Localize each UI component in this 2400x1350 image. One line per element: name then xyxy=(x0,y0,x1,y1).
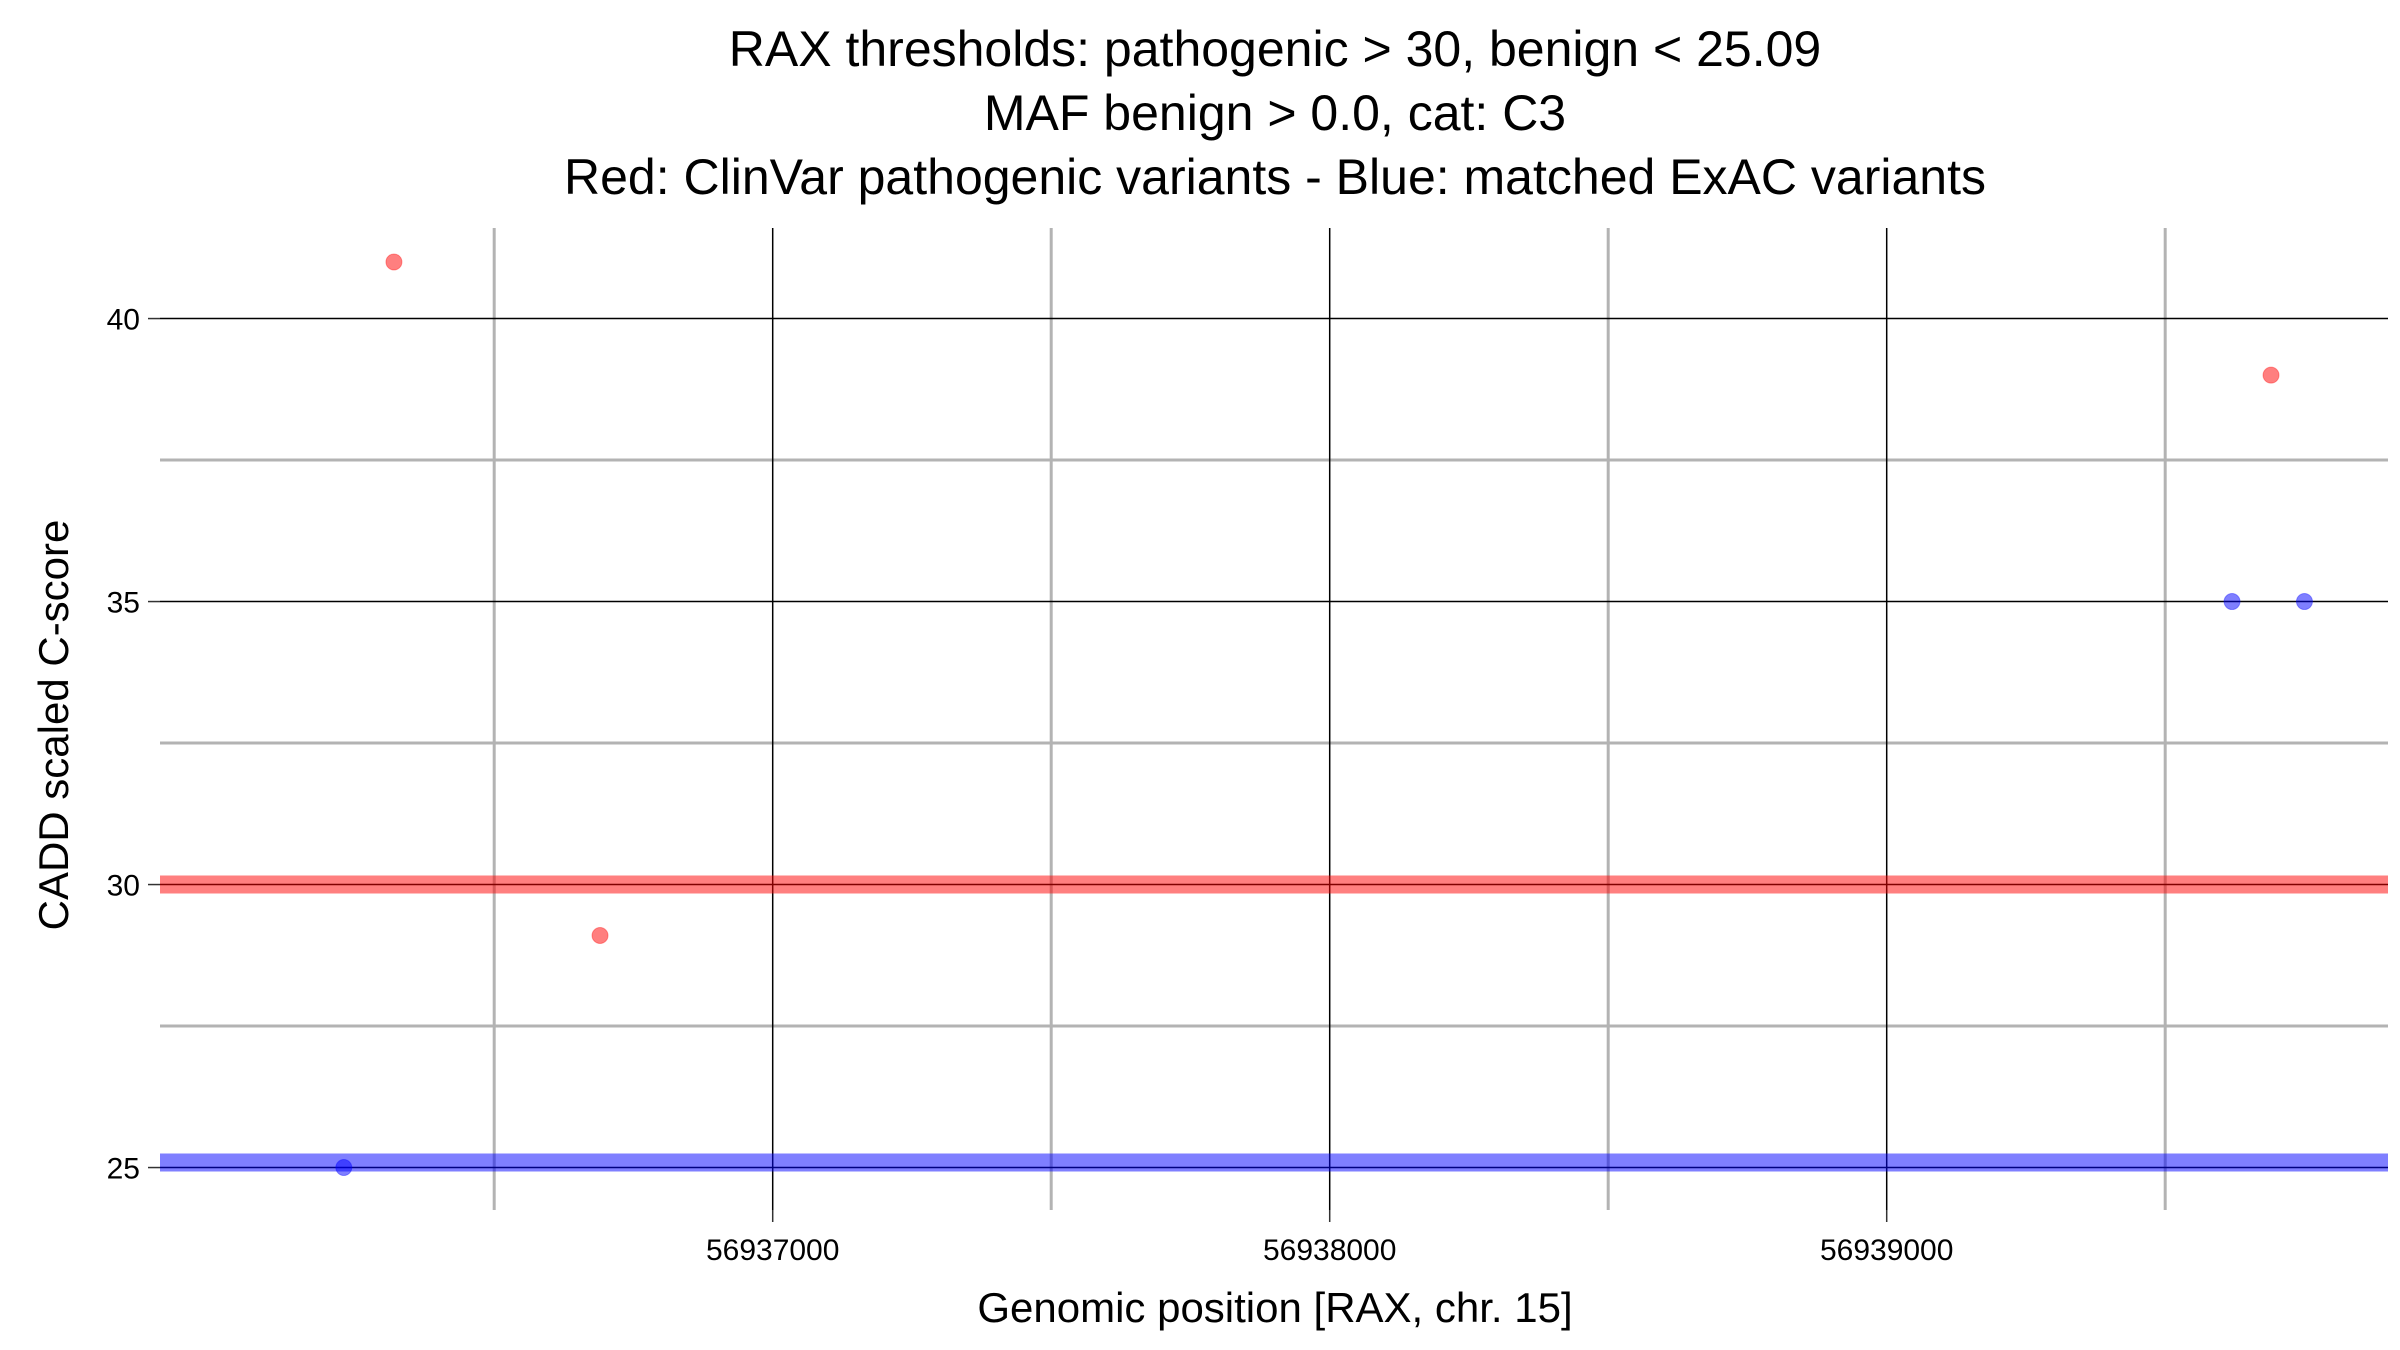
data-point xyxy=(335,1159,353,1177)
y-tick-label: 40 xyxy=(107,304,140,337)
x-tick-label: 56937000 xyxy=(706,1234,839,1267)
y-axis-title: CADD scaled C-score xyxy=(30,520,77,931)
minor-grid xyxy=(160,228,2388,1210)
y-tick-label: 30 xyxy=(107,870,140,903)
data-point xyxy=(2295,593,2313,611)
data-points xyxy=(335,253,2313,1177)
data-point xyxy=(2223,593,2241,611)
chart-title-line-1: RAX thresholds: pathogenic > 30, benign … xyxy=(729,21,1821,77)
threshold-lines xyxy=(160,875,2388,1172)
data-point xyxy=(385,253,403,271)
chart-title-line-3: Red: ClinVar pathogenic variants - Blue:… xyxy=(564,149,1986,205)
x-axis-title: Genomic position [RAX, chr. 15] xyxy=(977,1284,1572,1331)
x-tick-label: 56938000 xyxy=(1263,1234,1396,1267)
chart-title: RAX thresholds: pathogenic > 30, benign … xyxy=(564,21,1986,205)
y-axis: 25 30 35 40 xyxy=(107,304,160,1186)
data-point xyxy=(2262,366,2280,384)
x-tick-label: 56939000 xyxy=(1820,1234,1953,1267)
chart-title-line-2: MAF benign > 0.0, cat: C3 xyxy=(984,85,1566,141)
data-point xyxy=(591,926,609,944)
y-tick-label: 25 xyxy=(107,1153,140,1186)
x-axis: 56937000 56938000 56939000 xyxy=(706,1210,1953,1267)
y-tick-label: 35 xyxy=(107,587,140,620)
